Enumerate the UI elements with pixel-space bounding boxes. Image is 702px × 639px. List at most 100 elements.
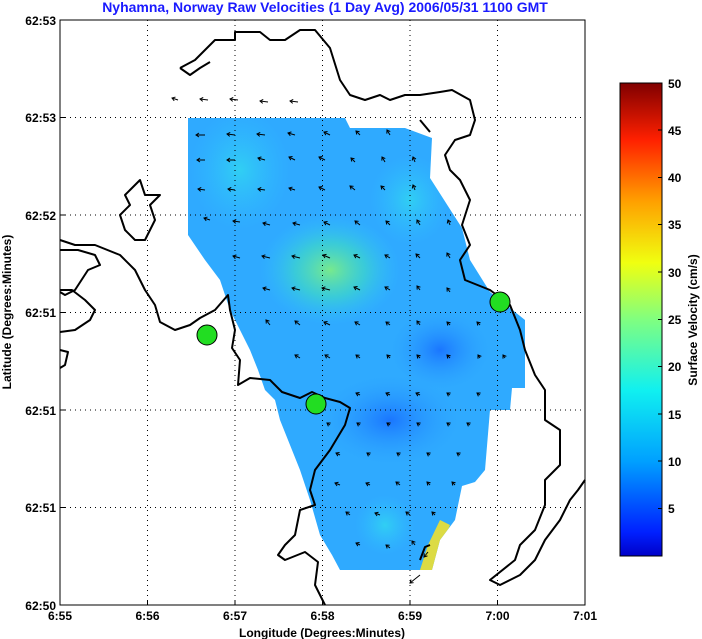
velocity-arrow-head xyxy=(171,96,176,102)
velocity-arrow xyxy=(354,321,361,326)
velocity-arrow-head xyxy=(366,452,371,457)
velocity-arrow-head xyxy=(353,286,358,291)
velocity-arrow-head xyxy=(321,286,326,292)
velocity-arrow xyxy=(318,156,326,161)
velocity-arrow-head xyxy=(386,422,391,427)
chart-title: Nyhamna, Norway Raw Velocities (1 Day Av… xyxy=(102,0,548,15)
y-tick-label: 62:51 xyxy=(25,306,56,320)
velocity-arrow-head xyxy=(323,321,328,326)
velocity-arrow xyxy=(353,254,361,259)
velocity-arrow-head xyxy=(349,185,354,190)
x-tick-labels: 6:55 6:56 6:57 6:58 6:59 7:00 7:01 xyxy=(48,609,597,623)
velocity-arrow xyxy=(291,287,301,291)
velocity-arrow-head xyxy=(318,186,323,191)
velocity-arrow-head xyxy=(353,254,358,259)
x-axis-label: Longitude (Degrees:Minutes) xyxy=(239,626,405,639)
velocity-arrow xyxy=(318,186,326,191)
velocity-arrow xyxy=(229,98,239,101)
velocity-arrow-head xyxy=(294,320,299,325)
velocity-arrow-head xyxy=(334,481,339,487)
velocity-arrow-head xyxy=(405,511,410,516)
velocity-arrow xyxy=(257,157,266,161)
colorbar-tick: 40 xyxy=(668,171,682,185)
velocity-arrow xyxy=(446,252,451,259)
velocity-arrow-head xyxy=(476,392,481,397)
velocity-arrow xyxy=(384,254,391,259)
velocity-arrow-head xyxy=(291,286,296,292)
velocity-arrow-head xyxy=(197,186,202,192)
velocity-arrow-head xyxy=(385,392,390,397)
velocity-arrow-head xyxy=(446,219,452,224)
velocity-arrow xyxy=(288,187,296,191)
velocity-arrow-head xyxy=(232,254,237,260)
velocity-arrow-head xyxy=(323,131,328,136)
velocity-arrow-head xyxy=(262,286,267,292)
velocity-arrow-head xyxy=(292,221,297,227)
velocity-arrow-head xyxy=(415,392,420,397)
y-tick-label: 62:50 xyxy=(25,599,56,613)
velocity-arrow xyxy=(265,319,271,326)
velocity-arrow-head xyxy=(385,220,390,225)
velocity-arrow-head xyxy=(411,540,416,545)
velocity-arrow-head xyxy=(446,422,451,427)
y-axis-label: Latitude (Degrees:Minutes) xyxy=(0,235,14,390)
velocity-arrow-head xyxy=(287,131,292,137)
x-tick-label: 6:59 xyxy=(398,609,422,623)
velocity-arrow-head xyxy=(356,422,361,427)
x-tick-label: 6:55 xyxy=(48,609,72,623)
colorbar-tick: 20 xyxy=(668,360,682,374)
velocity-arrow-head xyxy=(380,185,385,190)
velocity-arrow-head xyxy=(335,452,340,457)
velocity-arrow xyxy=(349,185,356,191)
velocity-arrow xyxy=(203,217,211,221)
velocity-arrow xyxy=(386,129,391,136)
velocity-arrow xyxy=(289,100,299,103)
velocity-arrow-head xyxy=(226,157,231,163)
velocity-arrow xyxy=(199,98,209,101)
velocity-arrow xyxy=(288,156,296,161)
velocity-arrow-head xyxy=(385,321,390,326)
velocity-arrow-head xyxy=(446,287,451,292)
velocity-arrow-head xyxy=(354,321,359,326)
velocity-arrow xyxy=(323,131,331,136)
velocity-arrow-head xyxy=(416,219,421,224)
velocity-arrow-head xyxy=(466,422,471,427)
y-tick-label: 62:53 xyxy=(25,14,56,28)
colorbar-tick: 15 xyxy=(668,408,682,422)
velocity-arrow-head xyxy=(411,156,417,161)
velocity-arrow xyxy=(350,157,356,163)
velocity-arrow xyxy=(324,354,331,359)
x-tick-label: 6:57 xyxy=(223,609,247,623)
velocity-arrow xyxy=(294,354,301,359)
velocity-arrow xyxy=(354,220,361,226)
colorbar-tick: 35 xyxy=(668,218,682,232)
velocity-arrow-head xyxy=(385,544,390,549)
colorbar-label: Surface Velocity (cm/s) xyxy=(686,254,700,385)
velocity-arrow-head xyxy=(416,422,421,427)
velocity-arrow-head xyxy=(324,354,329,359)
velocity-arrow-head xyxy=(426,481,431,486)
velocity-arrow xyxy=(415,253,421,259)
velocity-arrow-head xyxy=(374,511,379,517)
velocity-arrow-head xyxy=(416,320,421,325)
velocity-arrow xyxy=(322,254,331,259)
x-tick-label: 7:01 xyxy=(573,609,597,623)
velocity-arrow-head xyxy=(446,354,451,359)
velocity-arrow-head xyxy=(446,321,451,326)
velocity-arrow xyxy=(381,156,386,163)
velocity-arrow-head xyxy=(196,157,201,163)
velocity-arrow xyxy=(262,222,271,226)
x-tick-label: 7:00 xyxy=(485,609,509,623)
velocity-arrow xyxy=(409,574,421,584)
velocity-arrow xyxy=(323,321,331,326)
velocity-arrow-head xyxy=(395,481,400,486)
colorbar-tick: 45 xyxy=(668,124,682,138)
velocity-arrow-head xyxy=(229,96,234,102)
velocity-arrow xyxy=(423,551,429,558)
velocity-arrow xyxy=(416,219,421,226)
velocity-arrow-head xyxy=(355,542,360,547)
velocity-arrow xyxy=(385,220,391,226)
velocity-arrow-head xyxy=(476,321,481,326)
velocity-arrow-head xyxy=(426,452,431,457)
